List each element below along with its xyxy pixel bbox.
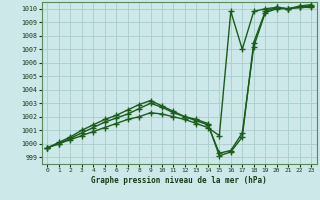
X-axis label: Graphe pression niveau de la mer (hPa): Graphe pression niveau de la mer (hPa) xyxy=(91,176,267,185)
